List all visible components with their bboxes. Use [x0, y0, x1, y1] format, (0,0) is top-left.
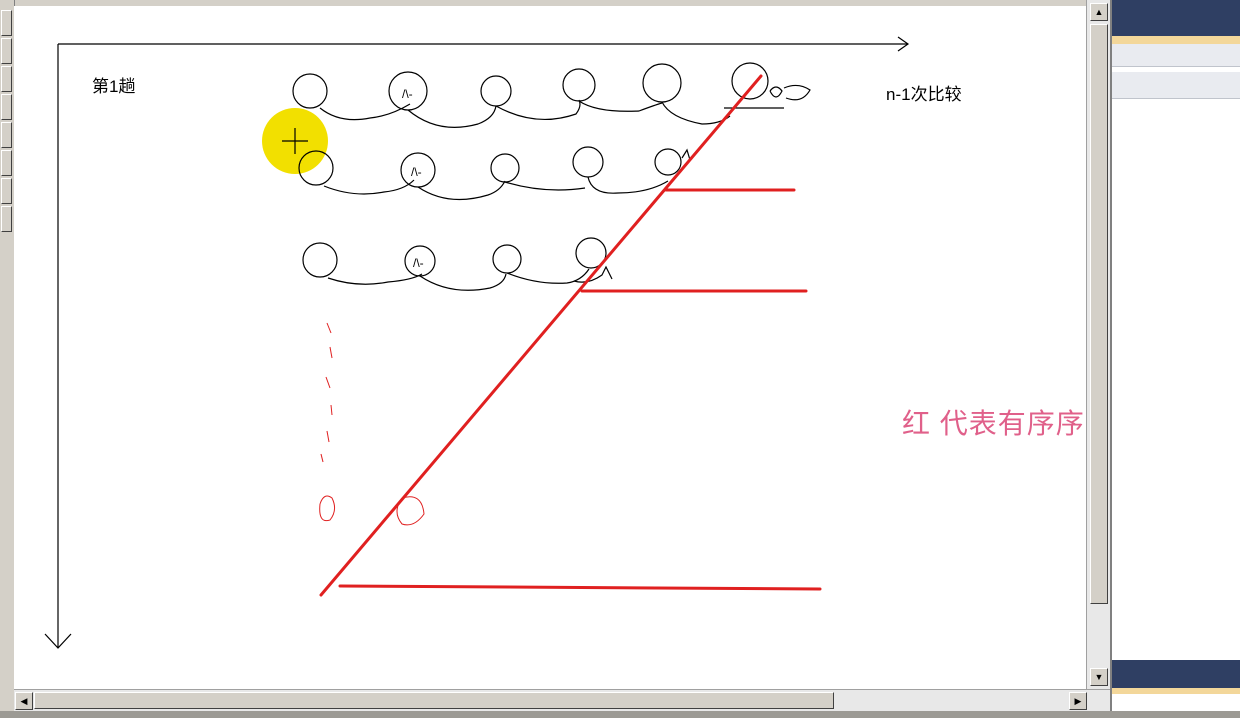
scroll-right-button[interactable]: ▶: [1069, 692, 1087, 710]
tool-button[interactable]: [1, 122, 12, 148]
side-panel-row[interactable]: [1112, 72, 1240, 99]
scroll-left-button[interactable]: ◀: [15, 692, 33, 710]
horizontal-scroll-thumb[interactable]: [34, 692, 834, 709]
scroll-up-button[interactable]: ▲: [1090, 3, 1108, 21]
vertical-scroll-thumb[interactable]: [1090, 24, 1108, 604]
arrow-left-icon: ◀: [20, 696, 28, 706]
side-panel-stripe: [1112, 36, 1240, 44]
tool-button[interactable]: [1, 10, 12, 36]
svg-text:/\-: /\-: [402, 87, 413, 101]
side-panel-header: [1112, 0, 1240, 36]
svg-text:/\-: /\-: [411, 165, 422, 179]
y-axis-arrow: [44, 633, 72, 649]
cursor-highlight: [262, 108, 328, 174]
arrow-down-icon: ▼: [1094, 672, 1104, 682]
tool-button[interactable]: [1, 206, 12, 232]
row-2: /\-: [298, 146, 695, 201]
row-3: /\-: [302, 237, 613, 291]
x-axis-arrow: [897, 36, 910, 52]
side-panel: [1110, 0, 1240, 711]
vertical-scrollbar[interactable]: ▲ ▼: [1086, 0, 1111, 689]
horizontal-scrollbar[interactable]: ◀ ▶: [14, 689, 1110, 712]
tool-strip: [0, 0, 15, 718]
axes: [44, 36, 910, 649]
pass-label: 第1趟: [92, 77, 136, 96]
red-line-bottom: [338, 584, 822, 591]
side-panel-footer: [1112, 660, 1240, 688]
arrow-up-icon: ▲: [1094, 7, 1104, 17]
red-ordered-marks: [319, 74, 822, 597]
arrow-right-icon: ▶: [1074, 696, 1082, 706]
bottom-bar: [0, 711, 1240, 718]
tool-button[interactable]: [1, 94, 12, 120]
side-panel-row[interactable]: [1112, 44, 1240, 67]
red-diagonal: [319, 74, 763, 597]
scroll-down-button[interactable]: ▼: [1090, 668, 1108, 686]
tool-button[interactable]: [1, 178, 12, 204]
sketch: /\- /\-: [44, 36, 910, 649]
comparison-count-label: n-1次比较: [886, 85, 962, 104]
row-1: /\-: [292, 62, 811, 128]
svg-text:/\-: /\-: [413, 256, 424, 270]
tool-button[interactable]: [1, 66, 12, 92]
drawing-canvas[interactable]: /\- /\-: [14, 6, 1086, 689]
side-panel-stripe: [1112, 688, 1240, 694]
tool-button[interactable]: [1, 38, 12, 64]
red-dots-ellipsis: [319, 322, 425, 526]
tool-button[interactable]: [1, 150, 12, 176]
legend-label: 红 代表有序序列: [902, 408, 1086, 439]
